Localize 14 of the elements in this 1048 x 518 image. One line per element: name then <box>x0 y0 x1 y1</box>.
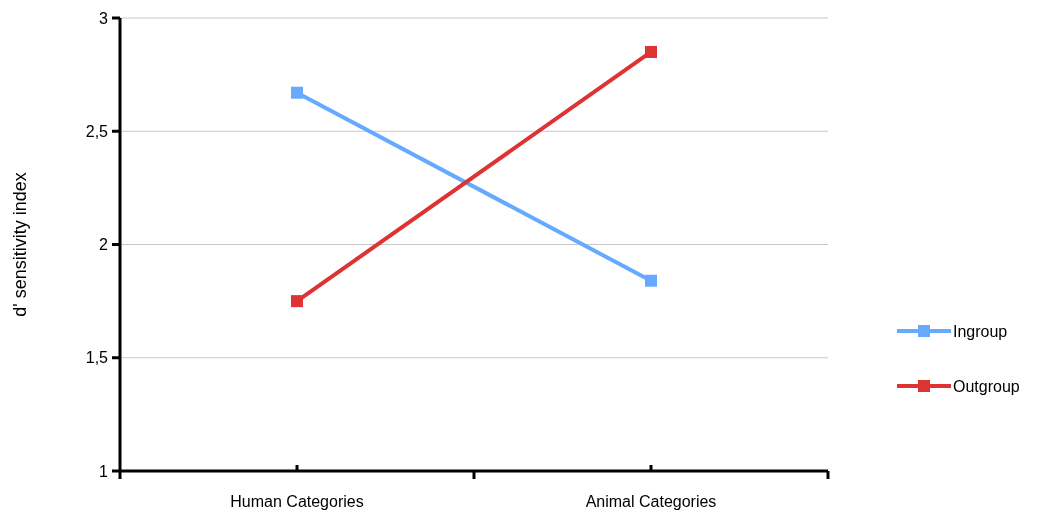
x-tick-label: Animal Categories <box>585 493 717 510</box>
point <box>645 274 657 287</box>
y-tick-label: 2 <box>99 236 109 254</box>
point <box>645 45 657 58</box>
legend-label: Ingroup <box>953 322 1008 340</box>
x-tick-label: Human Categories <box>230 493 364 510</box>
y-tick-label: 1,5 <box>85 349 109 367</box>
point <box>291 295 303 308</box>
point <box>291 86 303 99</box>
y-axis-title: d' sensitivity index <box>10 172 30 317</box>
y-tick-label: 2,5 <box>85 122 109 140</box>
legend-label: Outgroup <box>953 377 1020 395</box>
y-tick-label: 3 <box>99 9 109 27</box>
y-tick-label: 1 <box>99 462 109 480</box>
